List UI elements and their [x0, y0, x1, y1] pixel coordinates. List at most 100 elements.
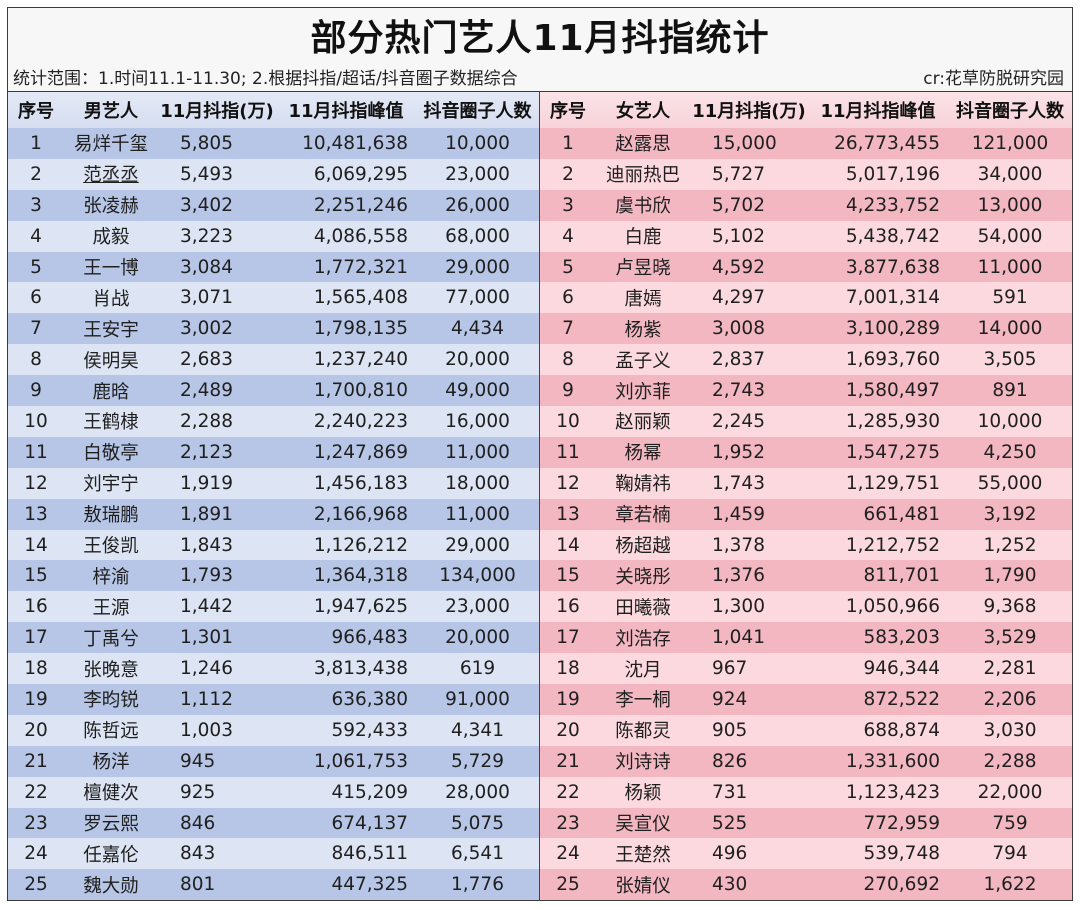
table-row: 2 范丞丞 5,493 6,069,295 23,000: [8, 158, 539, 190]
rank-cell: 12: [8, 467, 64, 499]
artist-name-cell: 虞书欣: [596, 189, 690, 221]
rank-cell: 10: [8, 406, 64, 437]
nov-peak-cell: 4,086,558: [276, 220, 416, 252]
nov-index-cell: 5,102: [690, 220, 808, 252]
rank-cell: 14: [540, 529, 596, 561]
nov-index-cell: 1,376: [690, 560, 808, 592]
artist-name-cell: 李昀锐: [64, 684, 158, 715]
nov-index-cell: 1,378: [690, 529, 808, 561]
nov-peak-cell: 1,247,869: [276, 436, 416, 468]
artist-name-cell: 易烊千玺: [64, 128, 158, 159]
circle-members-cell: 11,000: [416, 498, 539, 530]
circle-members-cell: 619: [416, 653, 539, 685]
nov-index-cell: 3,071: [158, 282, 276, 314]
nov-index-cell: 1,300: [690, 591, 808, 623]
header-nov-index: 11月抖指(万): [158, 92, 276, 128]
nov-index-cell: 2,245: [690, 406, 808, 437]
nov-index-cell: 2,683: [158, 344, 276, 376]
rank-cell: 25: [8, 869, 64, 901]
table-row: 1 易烊千玺 5,805 10,481,638 10,000: [8, 128, 539, 159]
nov-index-cell: 826: [690, 745, 808, 777]
table-row: 17 丁禹兮 1,301 966,483 20,000: [8, 622, 539, 654]
nov-peak-cell: 966,483: [276, 622, 416, 654]
circle-members-cell: 2,288: [948, 745, 1072, 777]
nov-peak-cell: 270,692: [808, 869, 948, 901]
nov-index-cell: 2,743: [690, 375, 808, 407]
nov-peak-cell: 636,380: [276, 684, 416, 715]
rank-cell: 6: [540, 282, 596, 314]
artist-name-cell: 迪丽热巴: [596, 158, 690, 190]
artist-name-cell: 丁禹兮: [64, 622, 158, 654]
artist-name-cell: 任嘉伦: [64, 838, 158, 870]
artist-name-cell: 鞠婧祎: [596, 467, 690, 499]
circle-members-cell: 134,000: [416, 560, 539, 592]
artist-name-cell: 孟子义: [596, 344, 690, 376]
nov-index-cell: 3,084: [158, 251, 276, 283]
circle-members-cell: 11,000: [948, 251, 1072, 283]
nov-index-cell: 5,727: [690, 158, 808, 190]
artist-name-cell: 刘宇宁: [64, 467, 158, 499]
nov-index-cell: 496: [690, 838, 808, 870]
nov-peak-cell: 3,100,289: [808, 313, 948, 345]
nov-index-cell: 925: [158, 776, 276, 808]
artist-name-cell: 白敬亭: [64, 436, 158, 468]
table-row: 11 杨幂 1,952 1,547,275 4,250: [540, 436, 1072, 468]
nov-index-cell: 1,793: [158, 560, 276, 592]
nov-peak-cell: 946,344: [808, 653, 948, 685]
rank-cell: 3: [8, 189, 64, 221]
nov-index-cell: 1,442: [158, 591, 276, 623]
artist-name-cell: 张凌赫: [64, 189, 158, 221]
rank-cell: 9: [540, 375, 596, 407]
circle-members-cell: 55,000: [948, 467, 1072, 499]
artist-name-cell: 陈都灵: [596, 714, 690, 746]
circle-members-cell: 5,729: [416, 745, 539, 777]
header-circle-members: 抖音圈子人数: [416, 92, 539, 128]
table-row: 14 王俊凯 1,843 1,126,212 29,000: [8, 529, 539, 561]
circle-members-cell: 23,000: [416, 158, 539, 190]
rank-cell: 1: [540, 128, 596, 159]
nov-index-cell: 1,459: [690, 498, 808, 530]
table-row: 1 赵露思 15,000 26,773,455 121,000: [540, 128, 1072, 159]
nov-peak-cell: 3,877,638: [808, 251, 948, 283]
circle-members-cell: 26,000: [416, 189, 539, 221]
nov-index-cell: 1,919: [158, 467, 276, 499]
artist-name-cell: 白鹿: [596, 220, 690, 252]
nov-peak-cell: 447,325: [276, 869, 416, 901]
rank-cell: 13: [8, 498, 64, 530]
rank-cell: 2: [540, 158, 596, 190]
table-row: 24 王楚然 496 539,748 794: [540, 838, 1072, 870]
rank-cell: 15: [8, 560, 64, 592]
nov-index-cell: 430: [690, 869, 808, 901]
table-row: 23 吴宣仪 525 772,959 759: [540, 807, 1072, 839]
nov-peak-cell: 2,240,223: [276, 406, 416, 437]
artist-name-cell: 王楚然: [596, 838, 690, 870]
circle-members-cell: 4,434: [416, 313, 539, 345]
nov-peak-cell: 583,203: [808, 622, 948, 654]
nov-index-cell: 1,003: [158, 714, 276, 746]
header-rank: 序号: [540, 92, 596, 128]
circle-members-cell: 20,000: [416, 622, 539, 654]
nov-index-cell: 2,837: [690, 344, 808, 376]
nov-index-cell: 1,952: [690, 436, 808, 468]
rank-cell: 5: [540, 251, 596, 283]
circle-members-cell: 68,000: [416, 220, 539, 252]
circle-members-cell: 16,000: [416, 406, 539, 437]
circle-members-cell: 2,281: [948, 653, 1072, 685]
circle-members-cell: 3,192: [948, 498, 1072, 530]
nov-index-cell: 3,002: [158, 313, 276, 345]
circle-members-cell: 91,000: [416, 684, 539, 715]
circle-members-cell: 3,505: [948, 344, 1072, 376]
rank-cell: 21: [540, 745, 596, 777]
nov-index-cell: 15,000: [690, 128, 808, 159]
rank-cell: 8: [8, 344, 64, 376]
circle-members-cell: 29,000: [416, 251, 539, 283]
nov-peak-cell: 592,433: [276, 714, 416, 746]
artist-name-cell: 刘诗诗: [596, 745, 690, 777]
table-row: 13 章若楠 1,459 661,481 3,192: [540, 498, 1072, 530]
rank-cell: 11: [8, 436, 64, 468]
nov-peak-cell: 1,061,753: [276, 745, 416, 777]
male-artists-table: 序号 男艺人 11月抖指(万) 11月抖指峰值 抖音圈子人数 1 易烊千玺 5,80…: [8, 92, 540, 901]
nov-peak-cell: 26,773,455: [808, 128, 948, 159]
rank-cell: 8: [540, 344, 596, 376]
nov-index-cell: 2,489: [158, 375, 276, 407]
